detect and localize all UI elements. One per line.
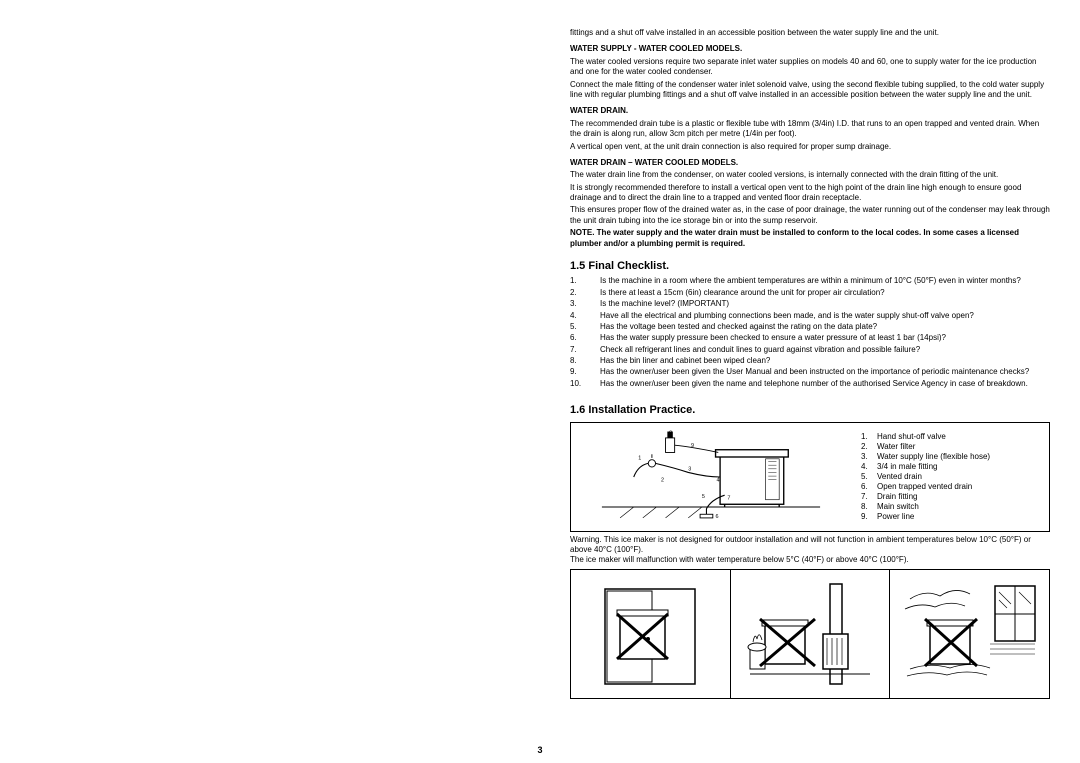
plumbing-note: NOTE. The water supply and the water dra… (570, 228, 1050, 249)
legend-item: 4.3/4 in male fitting (861, 462, 990, 472)
checklist-item: 5.Has the voltage been tested and checke… (570, 322, 1050, 332)
checklist-item-text: Has the owner/user been given the name a… (600, 379, 1050, 389)
water-drain-heading: WATER DRAIN. (570, 106, 1050, 116)
diagram-legend: 1.Hand shut-off valve2.Water filter3.Wat… (851, 432, 990, 522)
prohibited-installations-panel (570, 569, 1050, 699)
legend-item-number: 3. (861, 452, 877, 462)
water-supply-cooled-p2: Connect the male fitting of the condense… (570, 80, 1050, 101)
legend-item-number: 5. (861, 472, 877, 482)
checklist-item-number: 4. (570, 311, 600, 321)
checklist-item-text: Has the bin liner and cabinet been wiped… (600, 356, 1050, 366)
checklist-item-text: Has the voltage been tested and checked … (600, 322, 1050, 332)
water-drain-p2: A vertical open vent, at the unit drain … (570, 142, 1050, 152)
checklist-item-number: 5. (570, 322, 600, 332)
section-1-6-heading: 1.6 Installation Practice. (570, 403, 1050, 417)
legend-item-text: Power line (877, 512, 914, 522)
prohibited-heat-source-icon (730, 570, 890, 698)
checklist-item: 3.Is the machine level? (IMPORTANT) (570, 299, 1050, 309)
legend-item-number: 1. (861, 432, 877, 442)
water-supply-cooled-heading: WATER SUPPLY - WATER COOLED MODELS. (570, 44, 1050, 54)
legend-item-number: 2. (861, 442, 877, 452)
installation-diagram-icon: 1 2 3 4 5 6 7 8 9 (571, 423, 851, 531)
svg-text:4: 4 (716, 477, 719, 483)
legend-item: 3.Water supply line (flexible hose) (861, 452, 990, 462)
legend-item-number: 6. (861, 482, 877, 492)
checklist-item: 4.Have all the electrical and plumbing c… (570, 311, 1050, 321)
warning-p2: The ice maker will malfunction with wate… (570, 555, 1050, 565)
legend-item-text: Main switch (877, 502, 919, 512)
legend-item: 9.Power line (861, 512, 990, 522)
checklist-item: 6.Has the water supply pressure been che… (570, 333, 1050, 343)
legend-item-text: Water supply line (flexible hose) (877, 452, 990, 462)
checklist-item-number: 7. (570, 345, 600, 355)
water-drain-cooled-heading: WATER DRAIN – WATER COOLED MODELS. (570, 158, 1050, 168)
checklist-item-text: Is the machine in a room where the ambie… (600, 276, 1050, 286)
legend-item-text: Open trapped vented drain (877, 482, 972, 492)
checklist-item-text: Has the owner/user been given the User M… (600, 367, 1050, 377)
legend-item-number: 8. (861, 502, 877, 512)
prohibited-enclosed-icon (571, 570, 730, 698)
water-drain-cooled-p3: This ensures proper flow of the drained … (570, 205, 1050, 226)
checklist-item-text: Check all refrigerant lines and conduit … (600, 345, 1050, 355)
checklist-item: 8.Has the bin liner and cabinet been wip… (570, 356, 1050, 366)
legend-item-text: Hand shut-off valve (877, 432, 946, 442)
checklist-item-number: 6. (570, 333, 600, 343)
checklist-item: 2.Is there at least a 15cm (6in) clearan… (570, 288, 1050, 298)
prohibited-outdoor-icon (889, 570, 1049, 698)
checklist-item-text: Is the machine level? (IMPORTANT) (600, 299, 1050, 309)
legend-item: 2.Water filter (861, 442, 990, 452)
legend-item: 1.Hand shut-off valve (861, 432, 990, 442)
water-drain-cooled-p2: It is strongly recommended therefore to … (570, 183, 1050, 204)
legend-item: 8.Main switch (861, 502, 990, 512)
checklist-item-text: Is there at least a 15cm (6in) clearance… (600, 288, 1050, 298)
water-supply-cooled-p1: The water cooled versions require two se… (570, 57, 1050, 78)
legend-item-text: Water filter (877, 442, 915, 452)
svg-text:9: 9 (691, 443, 694, 449)
checklist-item-number: 3. (570, 299, 600, 309)
legend-item: 6.Open trapped vented drain (861, 482, 990, 492)
svg-text:3: 3 (688, 466, 691, 472)
svg-text:7: 7 (727, 495, 730, 501)
checklist-item-number: 9. (570, 367, 600, 377)
checklist-item: 10.Has the owner/user been given the nam… (570, 379, 1050, 389)
legend-item: 7.Drain fitting (861, 492, 990, 502)
section-1-5-heading: 1.5 Final Checklist. (570, 259, 1050, 273)
svg-text:8: 8 (669, 430, 672, 436)
checklist-item-number: 8. (570, 356, 600, 366)
legend-item-text: 3/4 in male fitting (877, 462, 937, 472)
svg-text:6: 6 (716, 513, 719, 519)
legend-item: 5.Vented drain (861, 472, 990, 482)
legend-item-text: Vented drain (877, 472, 922, 482)
water-drain-cooled-p1: The water drain line from the condenser,… (570, 170, 1050, 180)
page-number: 3 (537, 745, 542, 757)
installation-diagram-box: 1 2 3 4 5 6 7 8 9 1.Hand shut-off valve2… (570, 422, 1050, 532)
svg-text:2: 2 (661, 477, 664, 483)
legend-item-text: Drain fitting (877, 492, 917, 502)
checklist-item-number: 10. (570, 379, 600, 389)
legend-item-number: 9. (861, 512, 877, 522)
legend-item-number: 4. (861, 462, 877, 472)
svg-text:1: 1 (638, 455, 641, 461)
water-drain-p1: The recommended drain tube is a plastic … (570, 119, 1050, 140)
intro-paragraph: fittings and a shut off valve installed … (570, 28, 1050, 38)
checklist-item: 7.Check all refrigerant lines and condui… (570, 345, 1050, 355)
svg-text:5: 5 (702, 493, 705, 499)
checklist-item-number: 1. (570, 276, 600, 286)
checklist-item-text: Have all the electrical and plumbing con… (600, 311, 1050, 321)
warning-p1: Warning. This ice maker is not designed … (570, 535, 1050, 555)
checklist-item-text: Has the water supply pressure been check… (600, 333, 1050, 343)
checklist-item-number: 2. (570, 288, 600, 298)
final-checklist: 1.Is the machine in a room where the amb… (570, 276, 1050, 389)
legend-item-number: 7. (861, 492, 877, 502)
checklist-item: 1.Is the machine in a room where the amb… (570, 276, 1050, 286)
checklist-item: 9.Has the owner/user been given the User… (570, 367, 1050, 377)
